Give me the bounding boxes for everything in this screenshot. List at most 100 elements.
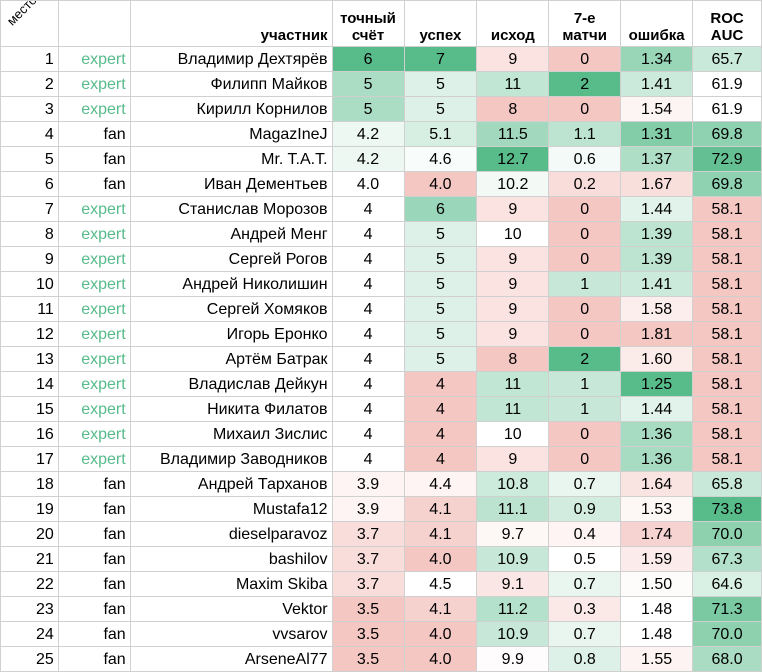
cell-seventh-matches[interactable]: 1 — [548, 396, 622, 422]
cell-place[interactable]: 3 — [0, 96, 59, 122]
cell-error[interactable]: 1.39 — [620, 246, 694, 272]
cell-type[interactable]: fan — [57, 521, 131, 547]
cell-error[interactable]: 1.44 — [620, 396, 694, 422]
cell-outcome[interactable]: 10.9 — [476, 621, 550, 647]
cell-participant[interactable]: Владимир Дехтярёв — [129, 46, 333, 72]
cell-roc-auc[interactable]: 58.1 — [692, 421, 762, 447]
cell-outcome[interactable]: 10.9 — [476, 546, 550, 572]
cell-type[interactable]: fan — [57, 496, 131, 522]
cell-exact-score[interactable]: 4 — [331, 196, 405, 222]
cell-place[interactable]: 8 — [0, 221, 59, 247]
cell-roc-auc[interactable]: 65.8 — [692, 471, 762, 497]
cell-roc-auc[interactable]: 58.1 — [692, 446, 762, 472]
cell-error[interactable]: 1.31 — [620, 121, 694, 147]
cell-exact-score[interactable]: 5 — [331, 71, 405, 97]
cell-success[interactable]: 4.1 — [403, 521, 478, 547]
cell-roc-auc[interactable]: 58.1 — [692, 321, 762, 347]
cell-success[interactable]: 5 — [403, 71, 478, 97]
cell-error[interactable]: 1.59 — [620, 546, 694, 572]
cell-place[interactable]: 14 — [0, 371, 59, 397]
cell-seventh-matches[interactable]: 1 — [548, 371, 622, 397]
cell-roc-auc[interactable]: 70.0 — [692, 521, 762, 547]
cell-outcome[interactable]: 9.9 — [476, 646, 550, 672]
cell-outcome[interactable]: 11.5 — [476, 121, 550, 147]
cell-participant[interactable]: Игорь Еронко — [129, 321, 333, 347]
cell-type[interactable]: expert — [57, 421, 131, 447]
cell-participant[interactable]: Mr. T.A.T. — [129, 146, 333, 172]
cell-outcome[interactable]: 9.1 — [476, 571, 550, 597]
cell-roc-auc[interactable]: 70.0 — [692, 621, 762, 647]
cell-success[interactable]: 4 — [403, 421, 478, 447]
cell-success[interactable]: 4.0 — [403, 621, 478, 647]
cell-outcome[interactable]: 10 — [476, 221, 550, 247]
cell-exact-score[interactable]: 4 — [331, 321, 405, 347]
cell-exact-score[interactable]: 3.9 — [331, 496, 405, 522]
cell-error[interactable]: 1.48 — [620, 596, 694, 622]
cell-type[interactable]: fan — [57, 546, 131, 572]
cell-type[interactable]: expert — [57, 46, 131, 72]
cell-outcome[interactable]: 9.7 — [476, 521, 550, 547]
cell-exact-score[interactable]: 3.5 — [331, 621, 405, 647]
header-place[interactable]: место — [0, 0, 59, 47]
header-exact-score[interactable]: точный счёт — [331, 0, 405, 47]
cell-place[interactable]: 2 — [0, 71, 59, 97]
cell-participant[interactable]: Артём Батрак — [129, 346, 333, 372]
cell-seventh-matches[interactable]: 0 — [548, 421, 622, 447]
cell-participant[interactable]: Mustafa12 — [129, 496, 333, 522]
cell-roc-auc[interactable]: 67.3 — [692, 546, 762, 572]
cell-exact-score[interactable]: 4 — [331, 446, 405, 472]
header-outcome[interactable]: исход — [476, 0, 550, 47]
cell-error[interactable]: 1.36 — [620, 446, 694, 472]
cell-type[interactable]: fan — [57, 621, 131, 647]
cell-place[interactable]: 4 — [0, 121, 59, 147]
cell-type[interactable]: expert — [57, 446, 131, 472]
cell-type[interactable]: fan — [57, 571, 131, 597]
cell-place[interactable]: 15 — [0, 396, 59, 422]
cell-success[interactable]: 4.4 — [403, 471, 478, 497]
cell-participant[interactable]: Андрей Менг — [129, 221, 333, 247]
cell-place[interactable]: 7 — [0, 196, 59, 222]
cell-exact-score[interactable]: 4 — [331, 421, 405, 447]
cell-seventh-matches[interactable]: 0.3 — [548, 596, 622, 622]
cell-roc-auc[interactable]: 73.8 — [692, 496, 762, 522]
cell-seventh-matches[interactable]: 0.7 — [548, 621, 622, 647]
cell-type[interactable]: expert — [57, 321, 131, 347]
cell-success[interactable]: 4.0 — [403, 546, 478, 572]
cell-seventh-matches[interactable]: 0 — [548, 296, 622, 322]
cell-seventh-matches[interactable]: 0.6 — [548, 146, 622, 172]
cell-error[interactable]: 1.58 — [620, 296, 694, 322]
cell-participant[interactable]: Андрей Тарханов — [129, 471, 333, 497]
cell-outcome[interactable]: 11.1 — [476, 496, 550, 522]
cell-participant[interactable]: MagazIneJ — [129, 121, 333, 147]
cell-success[interactable]: 4 — [403, 371, 478, 397]
cell-roc-auc[interactable]: 68.0 — [692, 646, 762, 672]
header-type[interactable] — [57, 0, 131, 47]
cell-exact-score[interactable]: 4 — [331, 296, 405, 322]
cell-seventh-matches[interactable]: 2 — [548, 71, 622, 97]
cell-roc-auc[interactable]: 58.1 — [692, 221, 762, 247]
cell-type[interactable]: fan — [57, 646, 131, 672]
cell-outcome[interactable]: 9 — [476, 296, 550, 322]
cell-place[interactable]: 24 — [0, 621, 59, 647]
cell-exact-score[interactable]: 4 — [331, 346, 405, 372]
cell-outcome[interactable]: 10 — [476, 421, 550, 447]
cell-participant[interactable]: Иван Дементьев — [129, 171, 333, 197]
cell-outcome[interactable]: 8 — [476, 346, 550, 372]
cell-exact-score[interactable]: 4 — [331, 246, 405, 272]
cell-participant[interactable]: ArseneAl77 — [129, 646, 333, 672]
cell-roc-auc[interactable]: 64.6 — [692, 571, 762, 597]
cell-seventh-matches[interactable]: 2 — [548, 346, 622, 372]
header-success[interactable]: успех — [403, 0, 478, 47]
cell-error[interactable]: 1.64 — [620, 471, 694, 497]
cell-seventh-matches[interactable]: 0.9 — [548, 496, 622, 522]
cell-exact-score[interactable]: 4.0 — [331, 171, 405, 197]
cell-participant[interactable]: Сергей Рогов — [129, 246, 333, 272]
cell-outcome[interactable]: 11 — [476, 371, 550, 397]
cell-error[interactable]: 1.67 — [620, 171, 694, 197]
cell-place[interactable]: 5 — [0, 146, 59, 172]
cell-place[interactable]: 21 — [0, 546, 59, 572]
cell-success[interactable]: 6 — [403, 196, 478, 222]
cell-roc-auc[interactable]: 71.3 — [692, 596, 762, 622]
cell-place[interactable]: 22 — [0, 571, 59, 597]
cell-type[interactable]: expert — [57, 346, 131, 372]
